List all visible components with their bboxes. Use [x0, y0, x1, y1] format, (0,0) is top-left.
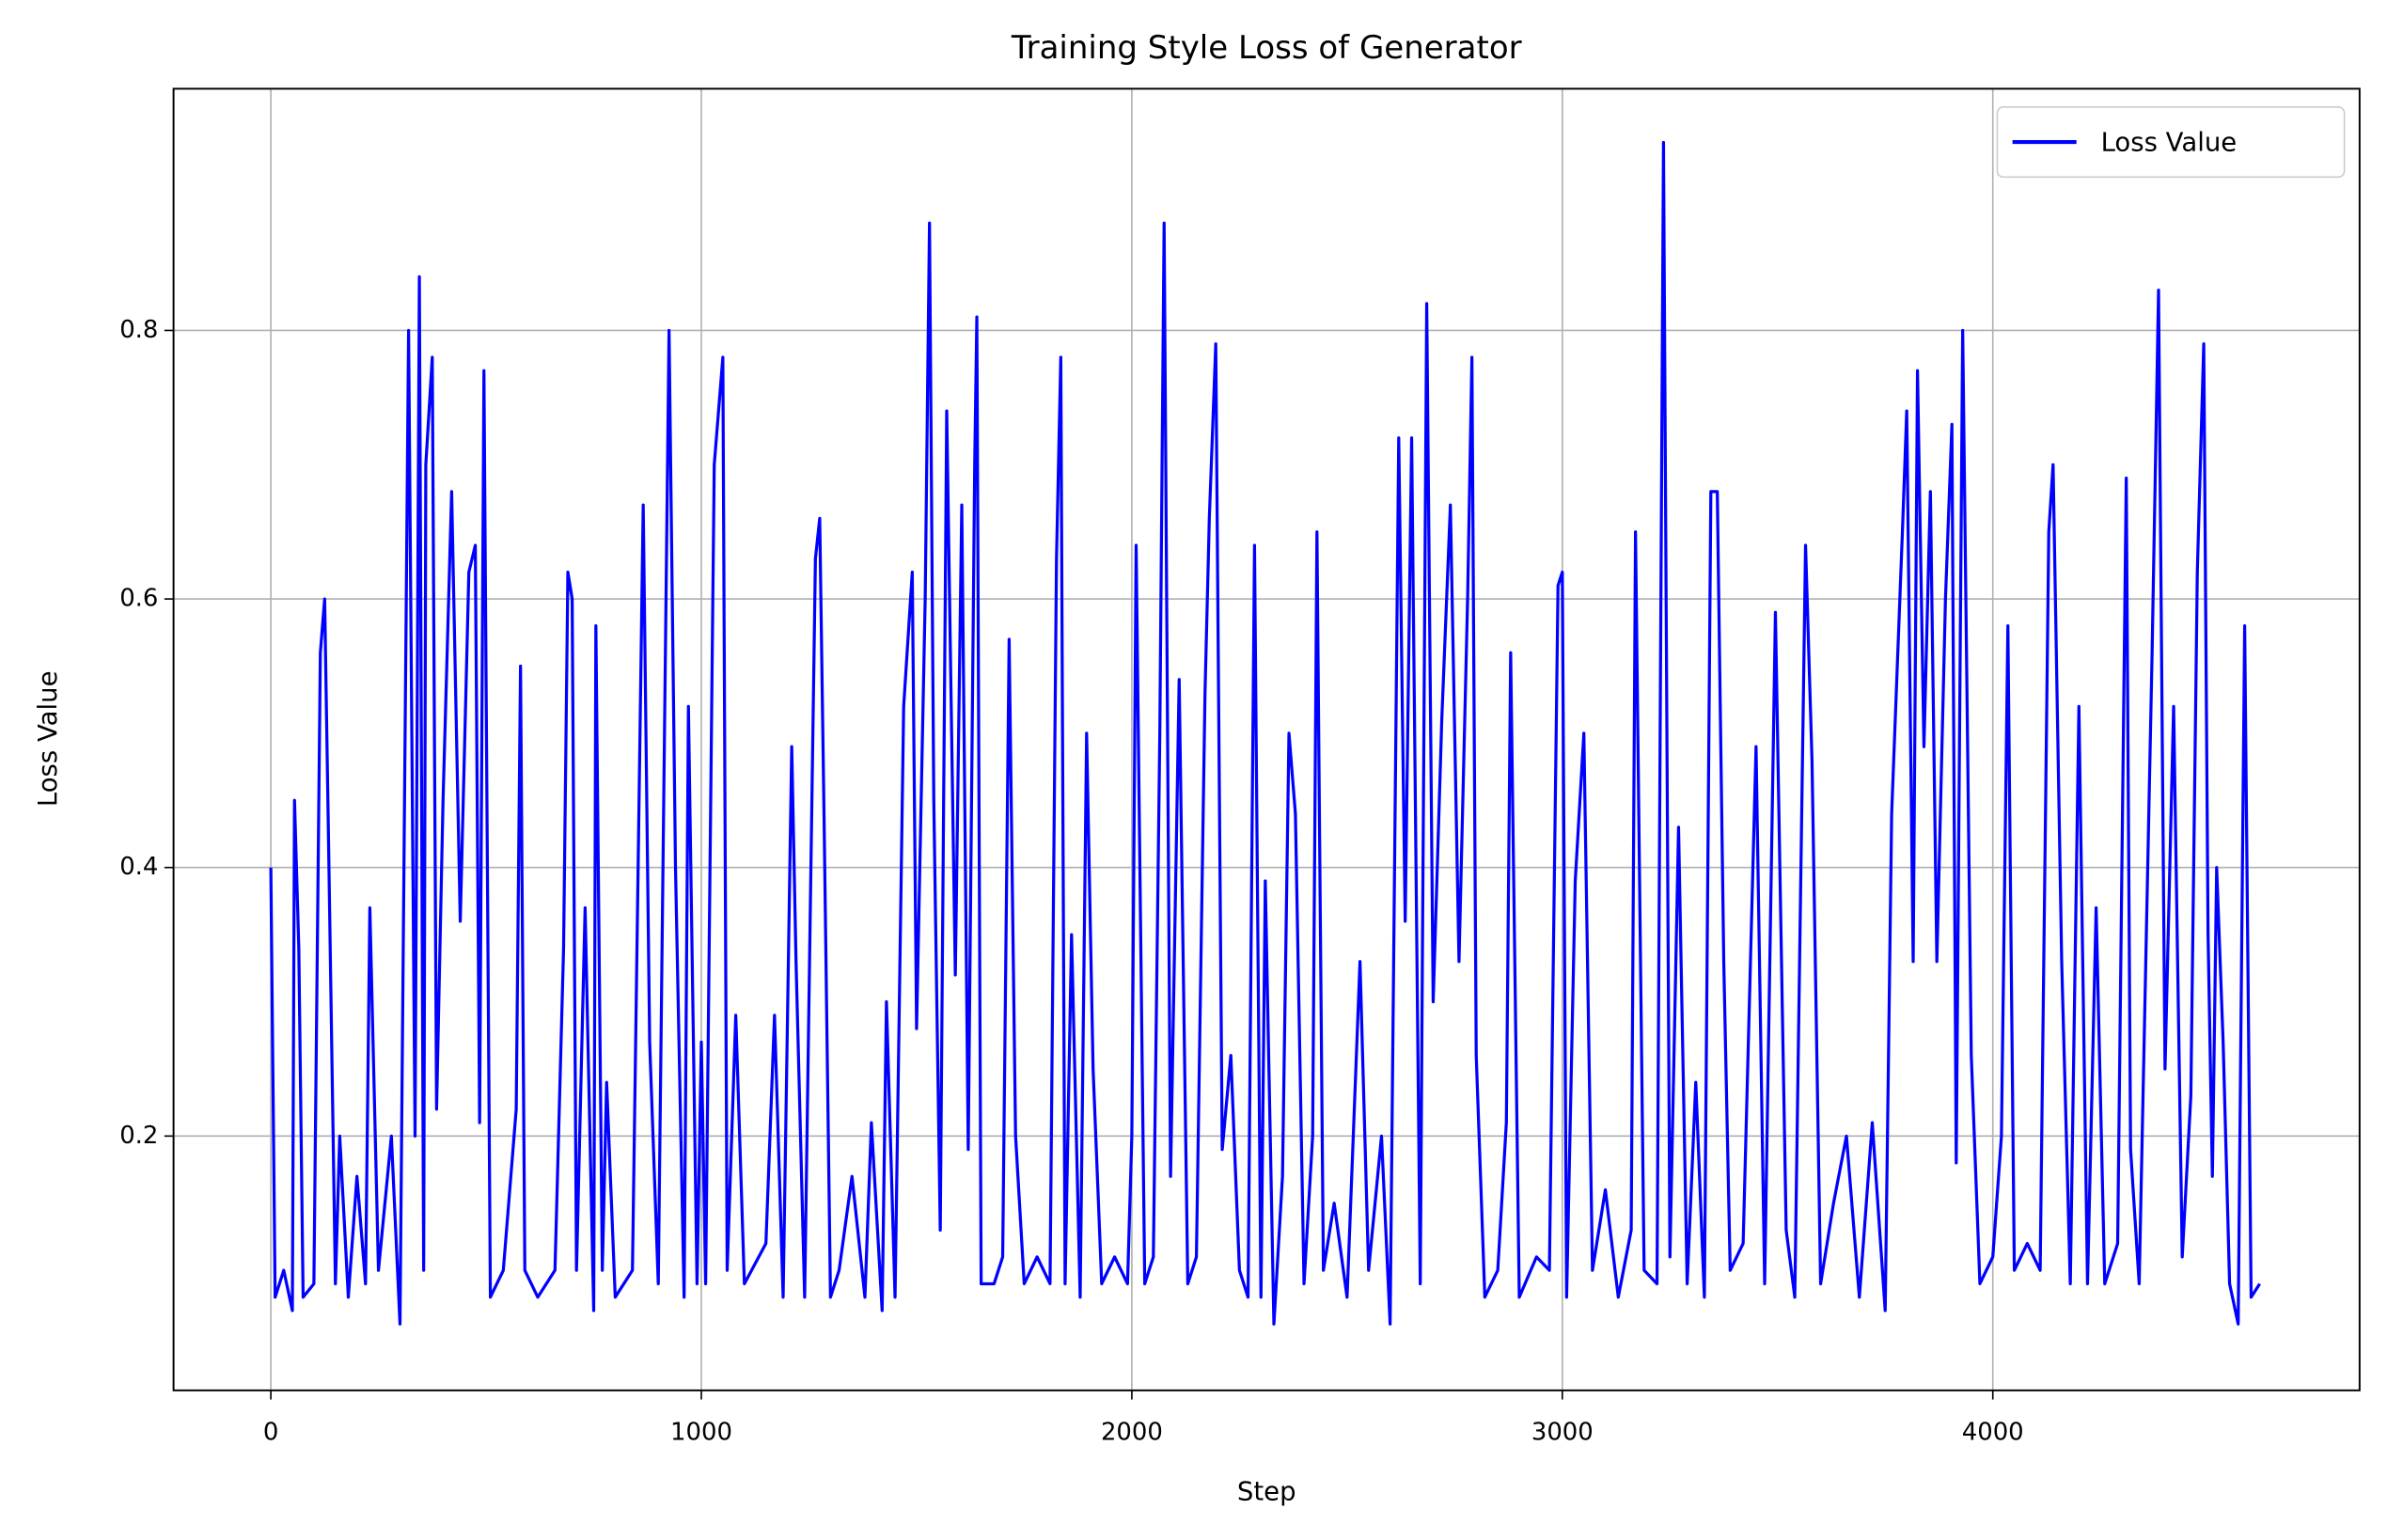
y-tick-label: 0.6	[119, 585, 158, 613]
y-tick-label: 0.4	[119, 853, 158, 881]
y-axis-label: Loss Value	[33, 670, 63, 807]
legend-box	[1996, 106, 2346, 179]
line-series	[269, 140, 2261, 1326]
x-tick-label: 3000	[1531, 1419, 1594, 1447]
x-tick-label: 1000	[670, 1419, 732, 1447]
x-tick-label: 2000	[1101, 1419, 1163, 1447]
x-tick-label: 4000	[1962, 1419, 2024, 1447]
legend-label: Loss Value	[2101, 128, 2238, 158]
plot-frame	[172, 87, 2361, 1391]
y-tick-label: 0.2	[119, 1122, 158, 1150]
y-tick-label: 0.8	[119, 316, 158, 344]
chart-title: Training Style Loss of Generator	[1011, 29, 1522, 67]
x-axis-label: Step	[1237, 1476, 1296, 1506]
x-tick-label: 0	[263, 1419, 278, 1447]
